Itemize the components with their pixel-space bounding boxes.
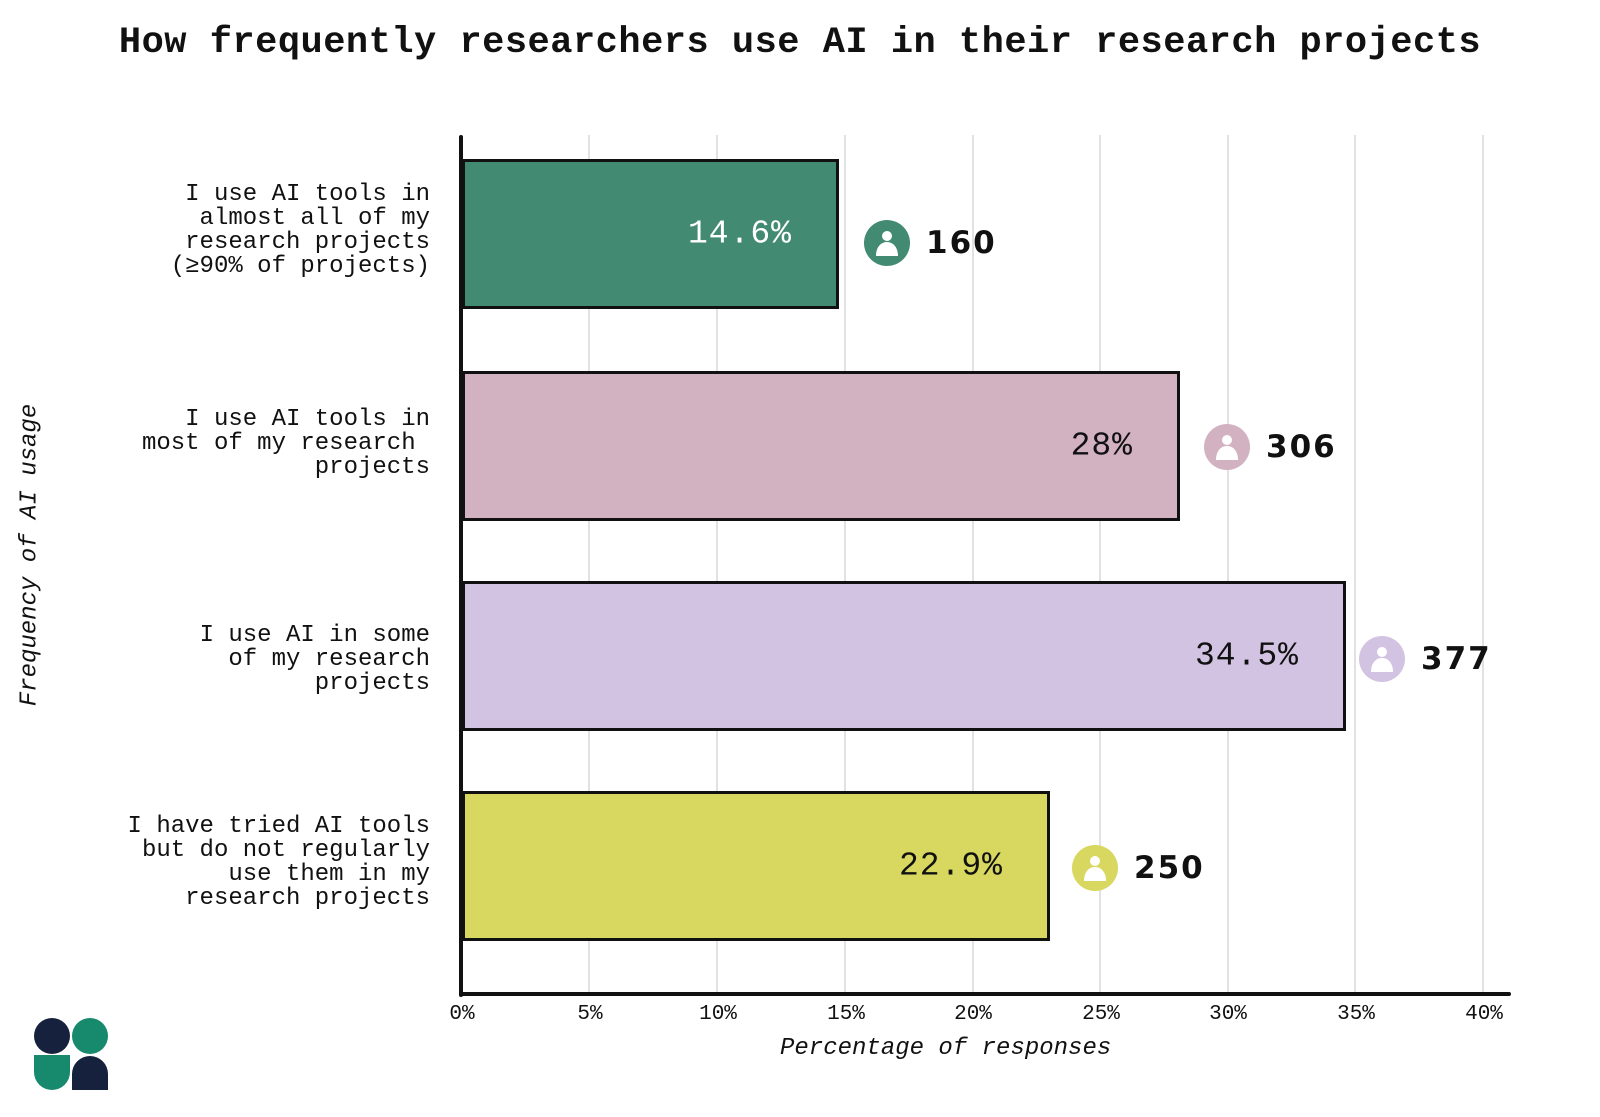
x-tick: 5% <box>577 1003 603 1026</box>
gridline <box>588 135 590 995</box>
x-tick: 40% <box>1465 1003 1503 1026</box>
bar-some[interactable]: 34.5% <box>462 581 1346 731</box>
count-annotation: 250 <box>1072 845 1205 891</box>
person-icon <box>1359 636 1405 682</box>
response-count: 250 <box>1134 850 1205 886</box>
category-label: I use AI tools in most of my research pr… <box>141 406 430 481</box>
person-icon <box>1204 424 1250 470</box>
count-annotation: 377 <box>1359 636 1492 682</box>
response-count: 160 <box>926 225 997 261</box>
x-tick: 0% <box>449 1003 475 1026</box>
x-tick: 20% <box>954 1003 992 1026</box>
response-count: 306 <box>1266 429 1337 465</box>
brand-logo <box>34 1018 110 1090</box>
count-annotation: 306 <box>1204 424 1337 470</box>
gridline <box>1482 135 1484 995</box>
gridline <box>1099 135 1101 995</box>
category-label: I use AI in some of my research projects <box>199 622 430 697</box>
chart-title: How frequently researchers use AI in the… <box>118 22 1482 64</box>
gridline <box>1354 135 1356 995</box>
x-tick: 15% <box>827 1003 865 1026</box>
gridline <box>716 135 718 995</box>
plot-area: 14.6% 28% 34.5% 22.9% <box>459 135 1511 997</box>
x-tick: 25% <box>1082 1003 1120 1026</box>
x-tick: 10% <box>699 1003 737 1026</box>
y-axis-title: Frequency of AI usage <box>16 403 44 707</box>
person-icon <box>864 220 910 266</box>
x-axis-title: Percentage of responses <box>780 1035 1112 1062</box>
bar-tried[interactable]: 22.9% <box>462 791 1050 941</box>
x-axis-line <box>459 992 1511 996</box>
y-axis-line <box>459 135 463 997</box>
bar-most[interactable]: 28% <box>462 371 1180 521</box>
gridline <box>972 135 974 995</box>
gridline <box>844 135 846 995</box>
category-label: I have tried AI tools but do not regular… <box>127 813 430 912</box>
bar-value-label: 28% <box>1070 427 1133 465</box>
x-tick: 30% <box>1209 1003 1247 1026</box>
gridline <box>1227 135 1229 995</box>
bar-value-label: 14.6% <box>687 215 792 253</box>
response-count: 377 <box>1421 641 1492 677</box>
category-label: I use AI tools in almost all of my resea… <box>170 181 430 280</box>
bar-value-label: 22.9% <box>898 847 1003 885</box>
bar-value-label: 34.5% <box>1194 637 1299 675</box>
bar-almost-all[interactable]: 14.6% <box>462 159 839 309</box>
count-annotation: 160 <box>864 220 997 266</box>
person-icon <box>1072 845 1118 891</box>
x-tick: 35% <box>1337 1003 1375 1026</box>
